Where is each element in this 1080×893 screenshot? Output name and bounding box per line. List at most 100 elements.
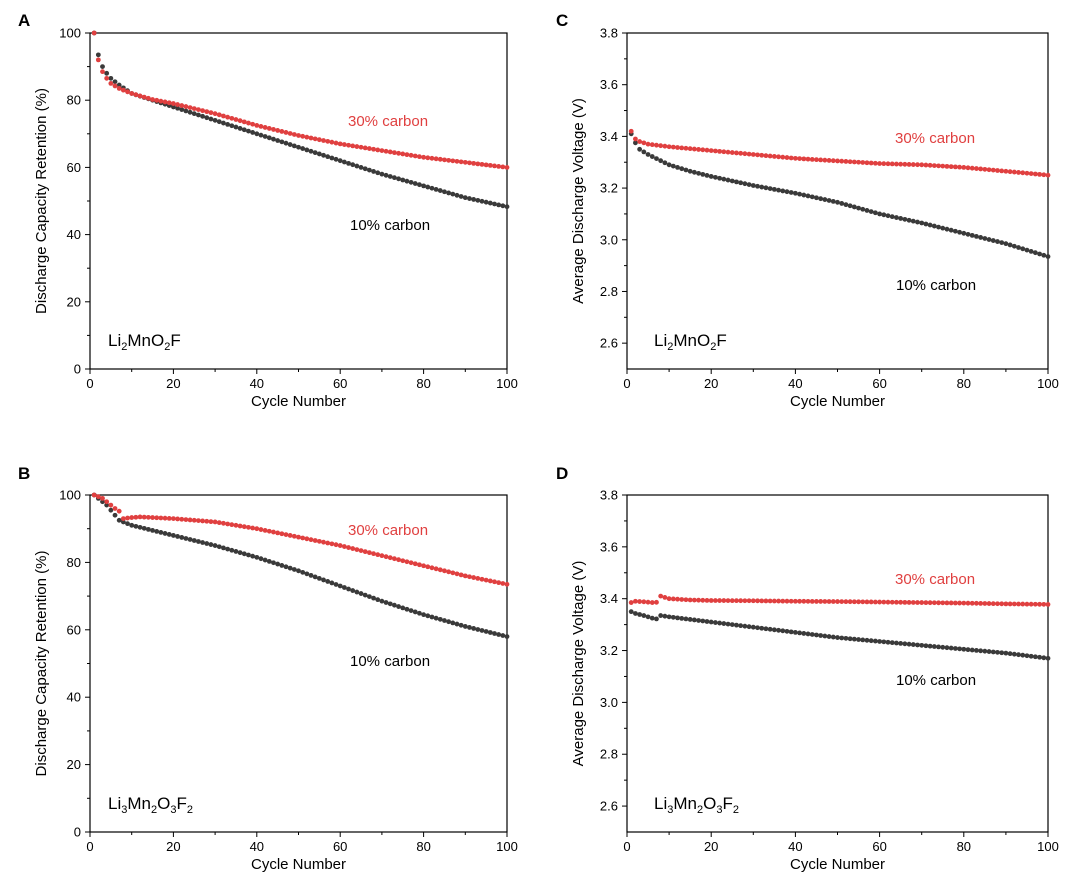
data-point xyxy=(216,520,222,526)
data-point xyxy=(196,112,201,118)
data-point xyxy=(175,102,180,107)
data-point xyxy=(649,615,655,621)
data-point xyxy=(95,494,101,500)
data-point xyxy=(755,598,760,604)
data-point xyxy=(843,159,849,164)
data-point xyxy=(129,91,135,96)
x-tick-label: 0 xyxy=(623,839,630,854)
data-point xyxy=(283,564,289,570)
label-10-carbon: 10% carbon xyxy=(350,217,430,234)
data-point xyxy=(429,614,435,620)
data-point xyxy=(628,128,634,134)
data-point xyxy=(141,94,147,100)
data-point xyxy=(982,236,988,241)
data-point xyxy=(233,117,239,122)
data-point xyxy=(450,191,456,197)
data-point xyxy=(216,112,222,118)
data-point xyxy=(312,150,318,156)
data-point xyxy=(995,239,1000,244)
data-point xyxy=(308,537,314,543)
data-point xyxy=(1037,251,1042,257)
data-point xyxy=(166,100,172,106)
y-tick-label: 80 xyxy=(67,93,81,108)
data-point xyxy=(847,636,853,642)
data-point xyxy=(814,195,819,201)
data-point xyxy=(383,172,389,178)
data-point xyxy=(291,143,297,149)
data-point xyxy=(233,522,239,528)
data-point xyxy=(296,534,301,540)
data-point xyxy=(637,139,643,144)
data-point xyxy=(229,547,235,553)
data-point xyxy=(965,231,971,237)
data-point xyxy=(166,532,172,537)
data-point xyxy=(809,598,815,604)
data-point xyxy=(738,150,744,156)
data-point xyxy=(675,145,680,150)
data-point xyxy=(687,617,693,622)
data-point xyxy=(437,616,443,622)
data-point xyxy=(258,527,264,532)
data-point xyxy=(931,644,937,649)
data-point xyxy=(940,600,946,606)
data-point xyxy=(851,636,857,642)
data-point xyxy=(750,183,756,188)
data-point xyxy=(662,594,668,600)
data-point xyxy=(978,601,984,606)
data-point xyxy=(910,600,916,605)
data-point xyxy=(412,153,418,159)
data-point xyxy=(271,127,276,132)
data-point xyxy=(145,95,151,101)
data-point xyxy=(822,599,828,604)
data-point xyxy=(475,161,481,167)
data-point xyxy=(471,197,477,202)
data-point xyxy=(990,601,996,607)
label-10-carbon: 10% carbon xyxy=(896,672,976,689)
data-point xyxy=(333,140,339,146)
data-point xyxy=(179,535,185,540)
data-point xyxy=(797,191,803,197)
data-point xyxy=(759,625,765,631)
data-point xyxy=(633,598,638,604)
data-point xyxy=(250,130,256,135)
data-point xyxy=(898,599,904,605)
data-point xyxy=(454,192,460,198)
data-point xyxy=(923,600,929,606)
data-point xyxy=(948,645,954,651)
data-point xyxy=(1003,168,1009,174)
data-point xyxy=(801,156,807,162)
data-point xyxy=(704,147,710,153)
data-point xyxy=(479,576,485,582)
data-point xyxy=(637,146,643,152)
data-point xyxy=(750,624,756,630)
data-point xyxy=(729,622,735,628)
data-point xyxy=(784,628,790,634)
data-point xyxy=(952,646,958,651)
data-point xyxy=(633,611,638,616)
data-point xyxy=(379,171,385,177)
data-point xyxy=(462,195,468,201)
data-point xyxy=(133,92,139,98)
data-point xyxy=(670,596,676,602)
data-point xyxy=(696,170,701,176)
data-point xyxy=(641,149,647,155)
data-point xyxy=(296,144,301,150)
data-point xyxy=(1003,601,1009,607)
data-point xyxy=(396,557,401,563)
data-point xyxy=(839,201,845,206)
data-point xyxy=(965,600,971,606)
data-point xyxy=(788,190,794,195)
x-axis-title: Cycle Number xyxy=(251,856,346,873)
data-point xyxy=(354,547,360,552)
data-point xyxy=(780,598,786,604)
label-10-carbon: 10% carbon xyxy=(896,277,976,294)
data-point xyxy=(717,148,723,154)
data-point xyxy=(337,141,343,147)
data-point xyxy=(312,538,318,543)
data-point xyxy=(321,539,326,545)
data-point xyxy=(271,529,276,535)
data-point xyxy=(969,165,975,171)
data-point xyxy=(793,190,798,196)
series-30pct-carbon xyxy=(628,128,1051,178)
x-axis-title: Cycle Number xyxy=(790,393,885,410)
